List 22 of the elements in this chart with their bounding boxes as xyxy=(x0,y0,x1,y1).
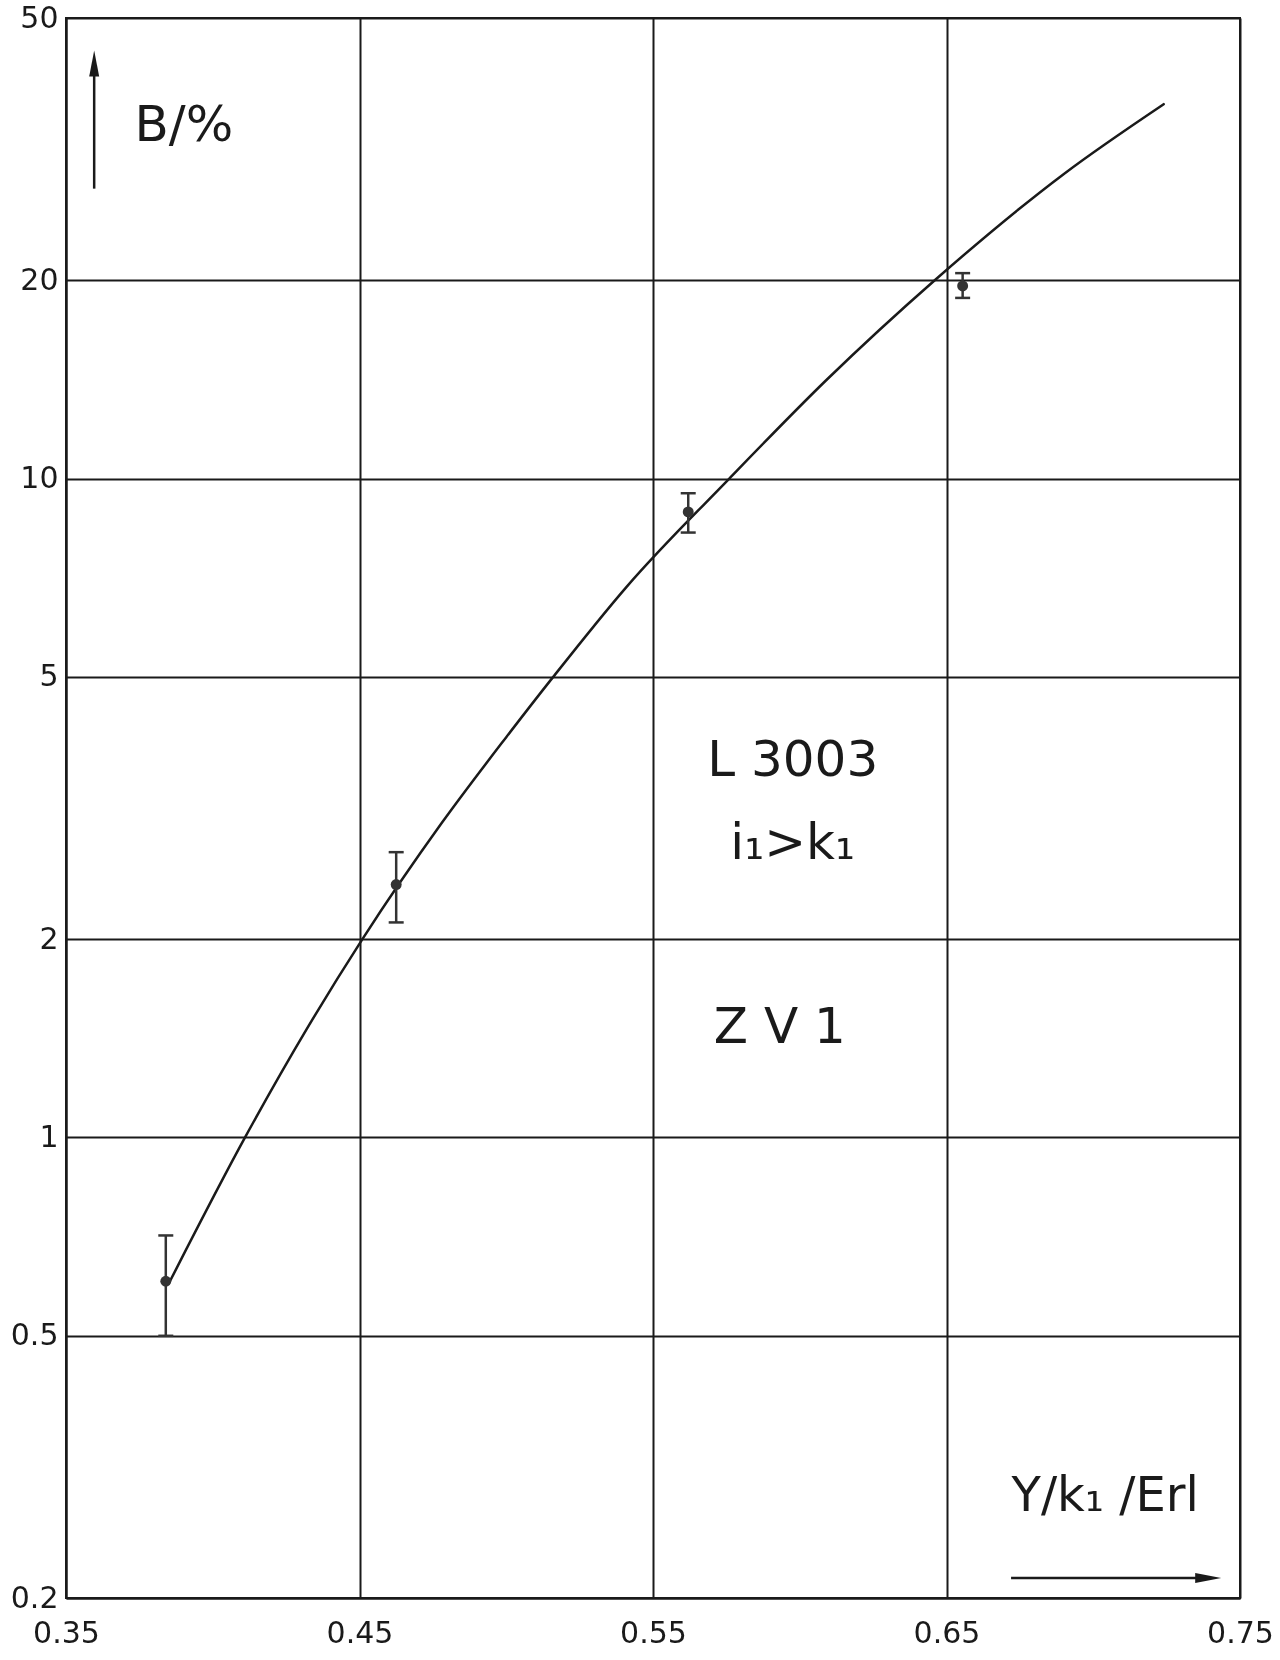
x-tick-label: 0.35 xyxy=(33,1614,100,1650)
y-axis-title: B/% xyxy=(134,94,234,153)
annotation: L 3003 xyxy=(707,729,879,788)
y-tick-label: 2 xyxy=(39,920,59,956)
point xyxy=(682,506,694,518)
y-tick-label: 10 xyxy=(20,460,59,496)
x-axis-title: Y/k₁ /Erl xyxy=(1010,1466,1199,1523)
annotation: i₁>k₁ xyxy=(730,812,856,871)
y-tick-label: 1 xyxy=(39,1118,59,1154)
x-tick-label: 0.65 xyxy=(913,1614,981,1650)
y-tick-label: 20 xyxy=(20,261,59,297)
x-tick-label: 0.45 xyxy=(326,1614,394,1650)
point xyxy=(957,280,969,292)
point xyxy=(160,1275,172,1287)
y-tick-label: 5 xyxy=(39,658,59,694)
y-tick-label: 50 xyxy=(20,0,59,35)
point xyxy=(390,879,402,891)
x-tick-label: 0.75 xyxy=(1207,1614,1274,1650)
annotation: Z V 1 xyxy=(713,996,846,1055)
y-tick-label: 0.2 xyxy=(10,1579,59,1615)
y-tick-label: 0.5 xyxy=(10,1317,59,1353)
x-tick-label: 0.55 xyxy=(620,1614,687,1650)
